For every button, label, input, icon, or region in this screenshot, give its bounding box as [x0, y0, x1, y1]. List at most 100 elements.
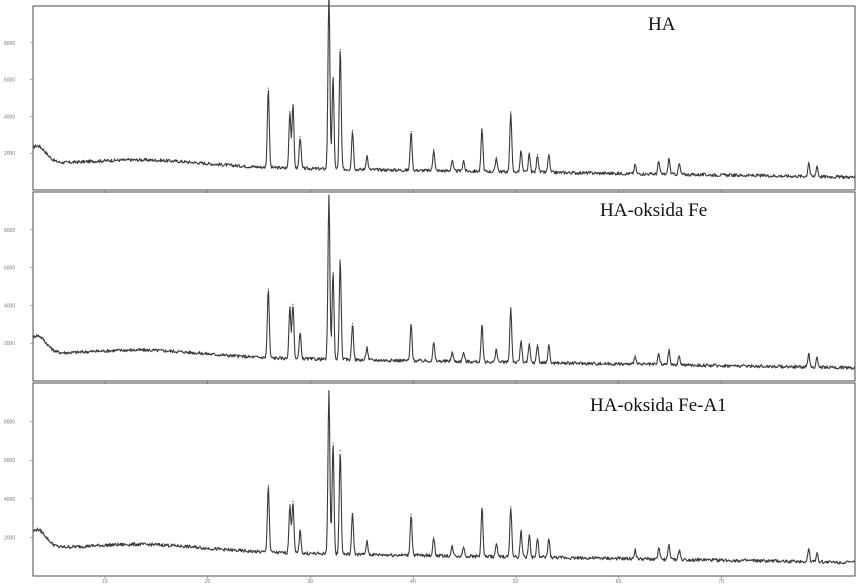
peak-point: [634, 164, 636, 166]
peak-point: [678, 163, 680, 165]
diffraction-trace: [32, 0, 856, 180]
peak-point: [366, 346, 368, 348]
panel-ha-oksida-fe-al: 2000 4000 6000 8000 10 20 30 40 50 60 70 HA-oksida …: [4, 382, 856, 584]
panel-ha-oksida-fe: 2000 4000 6000 8000 HA-oksida Fe: [4, 191, 856, 384]
peak-point: [816, 357, 818, 359]
peak-point: [339, 259, 341, 261]
peak-point: [433, 342, 435, 344]
y-tick-label: 4000: [4, 114, 15, 120]
peak-point: [332, 76, 334, 79]
peak-point: [328, 195, 330, 198]
peak-point: [510, 307, 512, 309]
plot-frame: [32, 191, 856, 382]
diffraction-trace: [32, 194, 856, 370]
peak-point: [339, 449, 341, 452]
peak-point: [289, 504, 291, 506]
peak-point: [339, 48, 341, 51]
x-tick-label: 10: [102, 579, 108, 584]
peak-point: [808, 161, 810, 163]
peak-point: [495, 348, 497, 350]
peak-point: [548, 344, 550, 346]
peak-point: [808, 353, 810, 355]
peak-point: [668, 349, 670, 351]
peak-point: [292, 500, 294, 502]
peak-point: [332, 271, 334, 274]
peak-point: [816, 551, 818, 554]
peak-point: [481, 128, 483, 130]
peak-point: [808, 548, 810, 550]
peak-point: [658, 161, 660, 163]
peak-point: [267, 87, 269, 89]
sample-label: HA-oksida Fe-A1: [590, 395, 727, 416]
peak-point: [510, 111, 512, 113]
peak-point: [668, 157, 670, 159]
peak-point: [658, 353, 660, 355]
peak-point: [267, 485, 269, 487]
peak-point: [481, 507, 483, 509]
peak-point: [816, 165, 818, 167]
y-tick-label: 8000: [4, 420, 15, 426]
peak-point: [328, 390, 330, 392]
peak-point: [351, 130, 354, 132]
peak-point: [410, 323, 412, 326]
peak-point: [351, 322, 354, 325]
peak-point: [433, 148, 435, 151]
y-tick-label: 8000: [4, 41, 15, 47]
y-tick-label: 6000: [4, 458, 15, 464]
y-tick-label: 6000: [4, 78, 15, 84]
peak-point: [634, 354, 636, 356]
peak-point: [495, 543, 497, 545]
peak-point: [292, 104, 294, 106]
peak-point: [433, 536, 435, 538]
peak-point: [548, 154, 550, 156]
peak-point: [536, 344, 539, 346]
y-tick-label: 6000: [4, 266, 15, 272]
peak-point: [410, 513, 412, 516]
peak-point: [520, 340, 522, 342]
panel-ha: 2000 4000 6000 8000 HA: [4, 0, 856, 193]
sample-label: HA: [648, 14, 676, 35]
y-tick-label: 2000: [4, 535, 15, 541]
peak-point: [481, 325, 483, 327]
x-tick-label: 20: [205, 579, 211, 584]
y-tick-label: 2000: [4, 151, 15, 157]
peak-point: [528, 153, 530, 156]
x-tick-label: 50: [513, 579, 519, 584]
peak-point: [462, 351, 465, 354]
peak-point: [289, 111, 291, 113]
peak-point: [510, 506, 512, 508]
peak-point: [495, 156, 497, 159]
y-tick-label: 4000: [4, 303, 15, 309]
peak-point: [658, 547, 660, 549]
peak-point: [536, 154, 539, 156]
peak-point: [451, 159, 453, 161]
y-tick-label: 4000: [4, 497, 15, 503]
y-tick-label: 8000: [4, 228, 15, 234]
diffraction-trace: [32, 390, 856, 565]
plot-frame: [32, 382, 856, 577]
peak-point: [366, 154, 368, 157]
peak-point: [520, 150, 522, 152]
peak-point: [451, 351, 453, 353]
peak-point: [678, 355, 680, 357]
peak-point: [292, 303, 294, 305]
peak-point: [451, 546, 453, 548]
peak-point: [267, 288, 269, 290]
peak-point: [289, 307, 291, 309]
peak-point: [351, 512, 354, 515]
peak-point: [462, 159, 465, 162]
peak-point: [299, 136, 301, 138]
peak-point: [678, 549, 680, 551]
peak-point: [462, 546, 465, 548]
plot-frame: [32, 5, 856, 191]
x-tick-label: 30: [307, 579, 313, 584]
sample-label: HA-oksida Fe: [600, 200, 707, 221]
peak-point: [668, 544, 670, 546]
peak-point: [528, 343, 530, 346]
peak-point: [548, 538, 550, 540]
peak-point: [520, 530, 522, 532]
x-tick-label: 40: [410, 579, 416, 584]
peak-point: [634, 549, 636, 551]
peak-point: [299, 332, 301, 335]
